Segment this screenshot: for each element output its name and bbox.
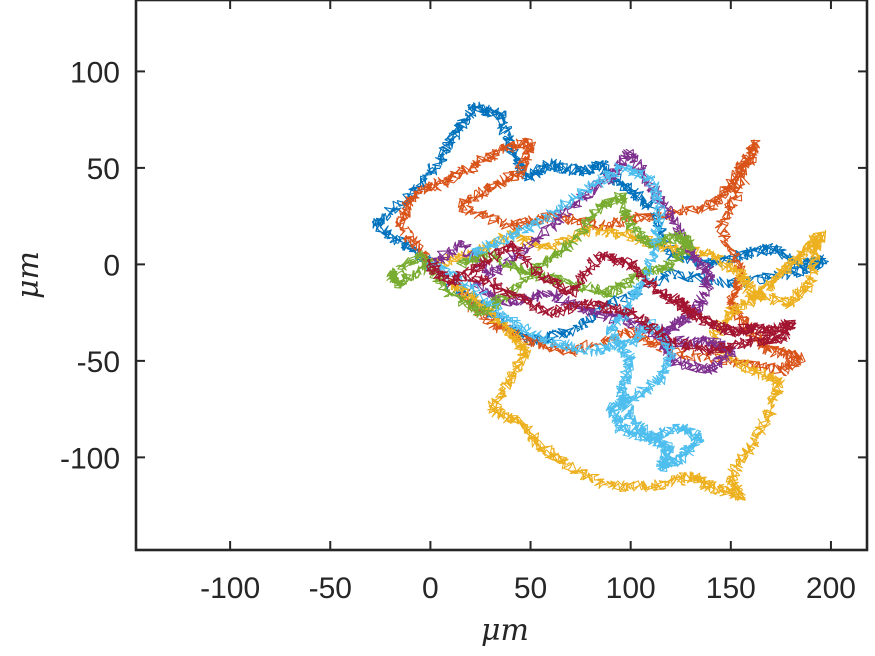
- x-tick-label: 50: [514, 572, 547, 605]
- plot-frame: [134, 0, 869, 552]
- x-tick-label: 150: [706, 572, 756, 605]
- x-tick-label: 100: [606, 572, 656, 605]
- x-tick-label: -50: [309, 572, 352, 605]
- trajectory-2: [395, 137, 806, 377]
- x-tick-label: -100: [200, 572, 260, 605]
- x-tick-label: 200: [806, 572, 856, 605]
- x-axis-label: μm: [481, 613, 529, 648]
- y-axis-ticks: -100 -50 0 50 100: [60, 56, 867, 475]
- y-tick-label: -50: [77, 346, 120, 379]
- trajectory-lines: [371, 101, 829, 502]
- y-axis-label: μm: [11, 251, 46, 299]
- x-tick-label: 0: [422, 572, 439, 605]
- y-tick-label: 100: [70, 56, 120, 89]
- trajectory-3: [425, 224, 827, 502]
- y-tick-label: 50: [87, 153, 120, 186]
- trajectory-6: [426, 162, 705, 472]
- x-axis-ticks: -100 -50 0 50 100 150 200: [200, 0, 856, 605]
- trajectory-7: [426, 240, 797, 356]
- y-tick-label: -100: [60, 442, 120, 475]
- y-tick-label: 0: [103, 249, 120, 282]
